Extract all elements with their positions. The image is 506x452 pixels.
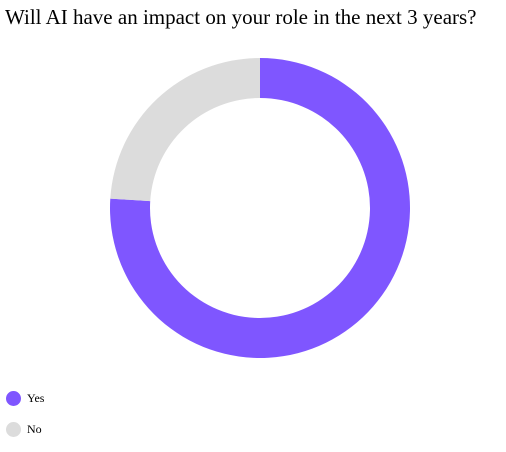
legend-item-no[interactable]: No bbox=[6, 421, 44, 437]
legend-label-no: No bbox=[27, 422, 42, 436]
chart-title: Will AI have an impact on your role in t… bbox=[5, 5, 477, 29]
legend-swatch-no bbox=[6, 421, 21, 437]
legend-item-yes[interactable]: Yes bbox=[6, 390, 44, 406]
legend-swatch-yes bbox=[6, 390, 21, 406]
legend: Yes No bbox=[6, 390, 44, 452]
donut-chart bbox=[110, 58, 411, 358]
slice-no[interactable] bbox=[110, 58, 260, 202]
legend-label-yes: Yes bbox=[27, 391, 45, 405]
